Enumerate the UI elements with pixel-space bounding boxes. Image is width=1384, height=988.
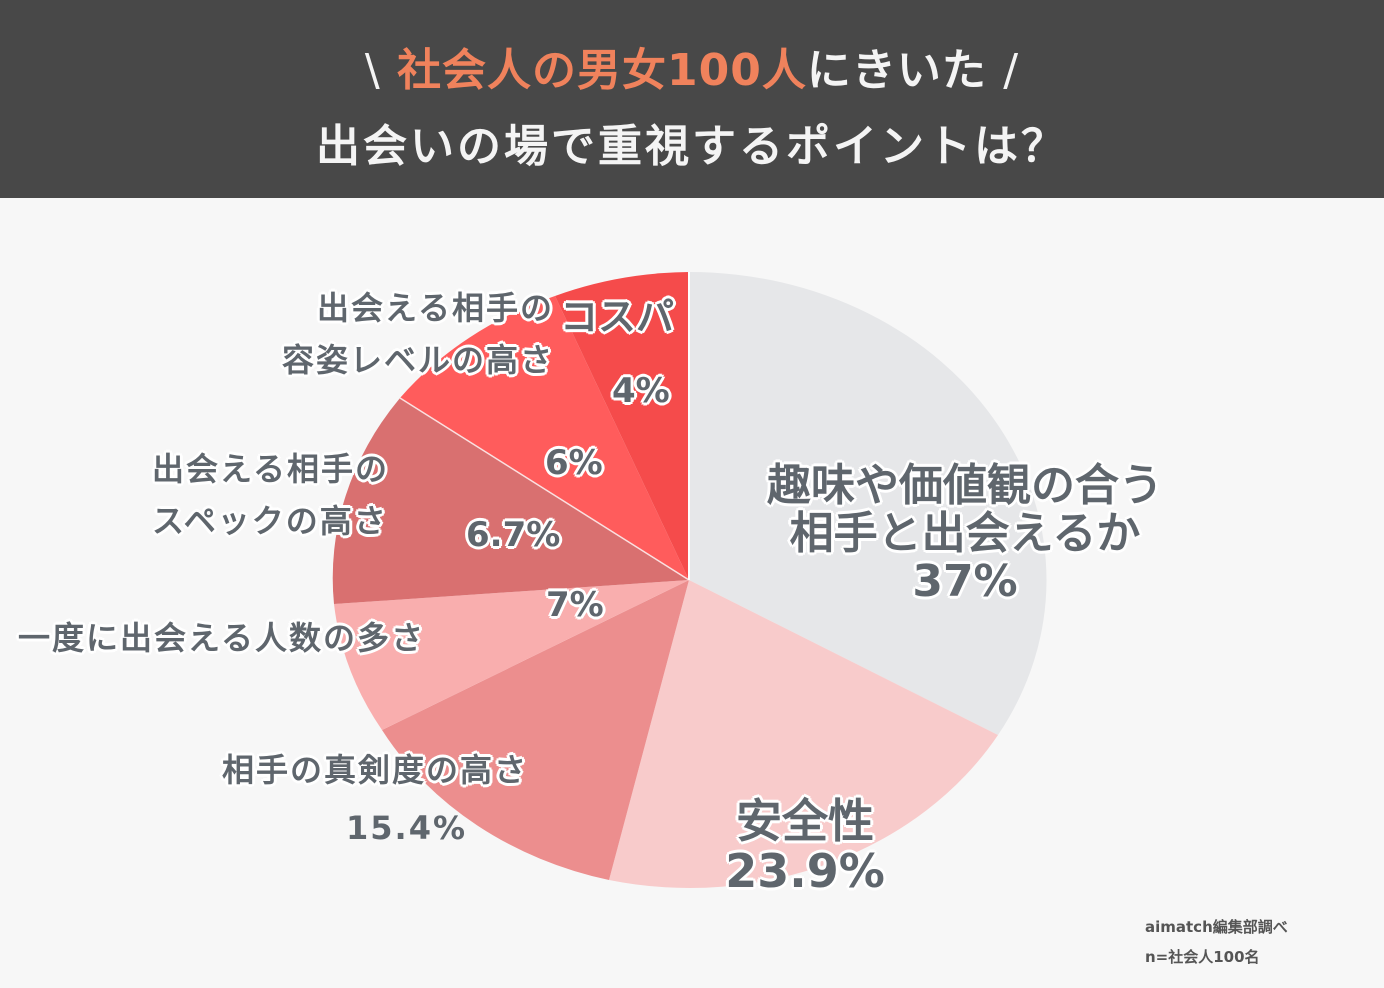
slice-count xyxy=(334,580,689,730)
chart-title: 出会いの場で重視するポイントは？ xyxy=(316,121,1068,172)
slice-serious xyxy=(382,580,689,880)
source-note: aimatch編集部調べ n=社会人100名 xyxy=(1145,912,1288,972)
slice-hobby xyxy=(689,271,1047,735)
label-looks-line1: 出会える相手の xyxy=(316,289,554,327)
label-hobby: 趣味や価値観の合う 相手と出会えるか 37% xyxy=(705,462,1225,606)
label-looks-line2: 容姿レベルの高さ xyxy=(281,341,554,379)
label-cospa-pct: 4% xyxy=(612,371,670,411)
label-looks: 出会える相手の 容姿レベルの高さ xyxy=(212,282,554,386)
label-spec-line1: 出会える相手の xyxy=(152,450,390,488)
label-cospa: コスパ xyxy=(560,295,675,339)
source-line1: aimatch編集部調べ xyxy=(1145,918,1288,936)
slice-looks xyxy=(400,296,689,580)
title-backslash: \ xyxy=(364,45,381,96)
label-hobby-pct: 37% xyxy=(912,556,1018,607)
slice-cospa xyxy=(555,272,689,580)
title-line-1: \ 社会人の男女100人にきいた / xyxy=(0,34,1384,98)
label-safety-text: 安全性 xyxy=(736,794,874,848)
label-count: 一度に出会える人数の多さ xyxy=(18,619,426,657)
slice-separator xyxy=(399,397,690,581)
title-suffix: にきいた xyxy=(806,45,987,96)
title-banner: \ 社会人の男女100人にきいた / 出会いの場で重視するポイントは？ xyxy=(0,0,1384,198)
title-accent: 社会人の男女100人 xyxy=(397,45,807,96)
label-hobby-line1: 趣味や価値観の合う xyxy=(767,460,1163,511)
label-hobby-line2: 相手と出会えるか xyxy=(789,508,1141,559)
label-spec-line2: スペックの高さ xyxy=(152,502,388,540)
title-slash: / xyxy=(1003,45,1020,96)
label-looks-pct: 6% xyxy=(545,443,603,483)
slice-spec xyxy=(332,398,689,604)
label-safety-pct: 23.9% xyxy=(725,844,885,898)
label-serious-pct: 15.4% xyxy=(346,809,468,847)
label-count-pct: 7% xyxy=(546,585,604,625)
label-spec-pct: 6.7% xyxy=(466,515,561,555)
label-safety: 安全性 23.9% xyxy=(690,796,920,896)
label-spec: 出会える相手の スペックの高さ xyxy=(152,443,389,547)
label-serious: 相手の真剣度の高さ xyxy=(222,751,529,789)
source-line2: n=社会人100名 xyxy=(1145,948,1260,966)
slice-safety xyxy=(609,580,998,888)
